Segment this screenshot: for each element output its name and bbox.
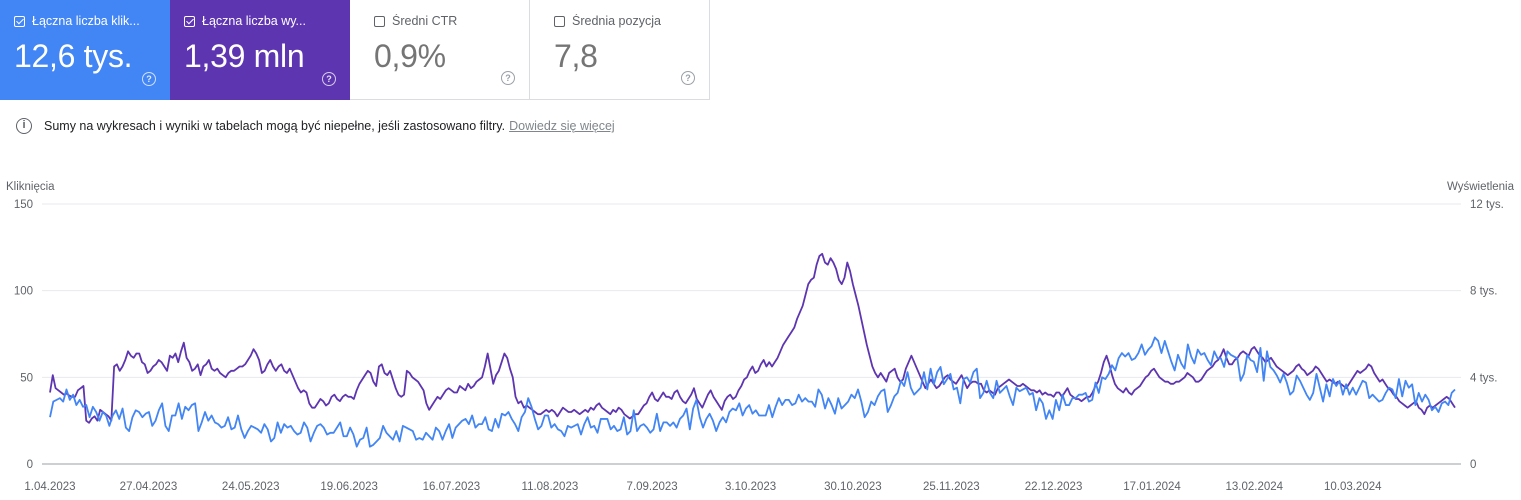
left-axis-title: Kliknięcia bbox=[6, 181, 55, 193]
left-tick-label: 150 bbox=[14, 199, 33, 211]
help-icon[interactable]: ? bbox=[501, 71, 515, 85]
x-tick-label: 3.10.2023 bbox=[725, 481, 776, 493]
metric-card-header: Średnia pozycja bbox=[554, 14, 661, 28]
metric-card-impressions[interactable]: Łączna liczba wy... 1,39 mln ? bbox=[170, 0, 350, 100]
x-tick-label: 1.04.2023 bbox=[24, 481, 75, 493]
x-tick-label: 7.09.2023 bbox=[627, 481, 678, 493]
metric-card-position[interactable]: Średnia pozycja 7,8 ? bbox=[530, 0, 710, 100]
x-tick-label: 24.05.2023 bbox=[222, 481, 280, 493]
metric-card-label: Średnia pozycja bbox=[572, 14, 661, 28]
right-tick-label: 0 bbox=[1470, 459, 1476, 471]
x-axis-ticks: 1.04.2023 27.04.2023 24.05.2023 19.06.2023 1… bbox=[24, 481, 1382, 493]
info-icon: i bbox=[16, 118, 32, 134]
metric-card-value: 0,9% bbox=[374, 38, 446, 74]
learn-more-link[interactable]: Dowiedz się więcej bbox=[509, 119, 615, 133]
series-line-clicks[interactable] bbox=[49, 336, 1456, 448]
x-tick-label: 27.04.2023 bbox=[120, 481, 178, 493]
checkbox-checked-icon[interactable] bbox=[14, 15, 25, 27]
x-tick-label: 10.03.2024 bbox=[1324, 481, 1382, 493]
left-tick-label: 100 bbox=[14, 286, 33, 298]
metric-card-header: Średni CTR bbox=[374, 14, 457, 28]
metric-card-label: Łączna liczba wy... bbox=[202, 14, 306, 28]
performance-chart: Kliknięcia Wyświetlenia 0 50 100 150 0 4 tys… bbox=[6, 181, 1515, 493]
x-tick-label: 11.08.2023 bbox=[522, 481, 579, 493]
metric-card-clicks[interactable]: Łączna liczba klik... 12,6 tys. ? bbox=[0, 0, 170, 100]
x-tick-label: 22.12.2023 bbox=[1025, 481, 1083, 493]
left-tick-label: 0 bbox=[27, 459, 33, 471]
metric-card-header: Łączna liczba wy... bbox=[184, 14, 306, 28]
chart-grid bbox=[42, 203, 1461, 465]
left-tick-label: 50 bbox=[20, 372, 33, 384]
filter-info-notice: i Sumy na wykresach i wyniki w tabelach … bbox=[16, 118, 615, 134]
metric-card-value: 1,39 mln bbox=[184, 38, 305, 74]
right-tick-label: 4 tys. bbox=[1470, 372, 1497, 384]
filter-info-text: Sumy na wykresach i wyniki w tabelach mo… bbox=[44, 119, 506, 133]
metric-card-value: 12,6 tys. bbox=[14, 38, 133, 74]
x-tick-label: 13.02.2024 bbox=[1226, 481, 1284, 493]
checkbox-unchecked-icon[interactable] bbox=[554, 15, 565, 27]
right-tick-label: 8 tys. bbox=[1470, 286, 1497, 298]
series-line-impressions[interactable] bbox=[49, 252, 1456, 424]
help-icon[interactable]: ? bbox=[681, 71, 695, 85]
metric-cards: Łączna liczba klik... 12,6 tys. ? Łączna… bbox=[0, 0, 710, 100]
x-tick-label: 30.10.2023 bbox=[824, 481, 882, 493]
metric-card-label: Łączna liczba klik... bbox=[32, 14, 140, 28]
right-tick-label: 12 tys. bbox=[1470, 199, 1504, 211]
chart-lines bbox=[49, 252, 1456, 448]
metric-card-value: 7,8 bbox=[554, 38, 598, 74]
metric-card-ctr[interactable]: Średni CTR 0,9% ? bbox=[350, 0, 530, 100]
x-tick-label: 17.01.2024 bbox=[1123, 481, 1181, 493]
metric-card-label: Średni CTR bbox=[392, 14, 458, 28]
x-tick-label: 25.11.2023 bbox=[923, 481, 980, 493]
x-tick-label: 19.06.2023 bbox=[320, 481, 378, 493]
right-axis-title: Wyświetlenia bbox=[1447, 181, 1515, 193]
right-axis-ticks: 0 4 tys. 8 tys. 12 tys. bbox=[1470, 199, 1504, 471]
metric-card-header: Łączna liczba klik... bbox=[14, 14, 140, 28]
x-tick-label: 16.07.2023 bbox=[423, 481, 481, 493]
checkbox-unchecked-icon[interactable] bbox=[374, 15, 385, 27]
help-icon[interactable]: ? bbox=[322, 72, 336, 86]
left-axis-ticks: 0 50 100 150 bbox=[14, 199, 33, 471]
help-icon[interactable]: ? bbox=[142, 72, 156, 86]
checkbox-checked-icon[interactable] bbox=[184, 15, 195, 27]
